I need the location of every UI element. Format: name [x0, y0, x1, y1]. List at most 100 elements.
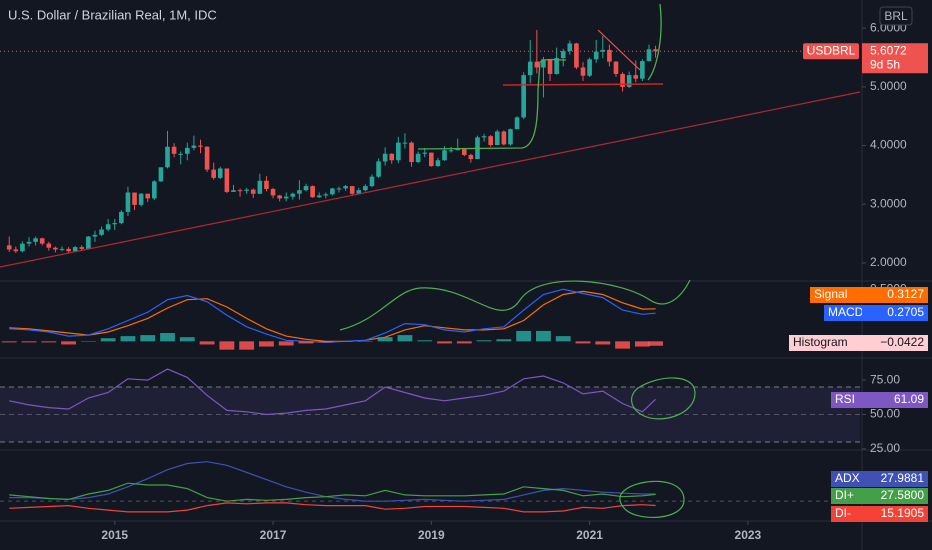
x-tick-label: 2015	[101, 528, 128, 542]
legend-value: 61.09	[894, 392, 924, 406]
candle-body	[204, 146, 210, 170]
candle-body	[184, 147, 190, 154]
histogram-bar	[219, 341, 235, 350]
candle-body	[79, 247, 85, 249]
hand-drawing	[417, 58, 567, 150]
x-tick-label: 2021	[576, 528, 603, 542]
histogram-bar	[239, 341, 255, 350]
histogram-bar	[634, 341, 650, 347]
histogram-bar	[437, 341, 452, 344]
legend-name: RSI	[835, 392, 855, 406]
candle-body	[442, 150, 447, 161]
legend-value: 0.3127	[887, 287, 924, 301]
candle-body	[152, 181, 157, 199]
histogram-bar	[615, 341, 630, 349]
legend-name-box	[831, 471, 862, 487]
candle-body	[461, 149, 467, 155]
candle-body	[389, 153, 395, 161]
candle-body	[448, 150, 454, 152]
histogram-bar	[338, 341, 354, 342]
candle-body	[231, 190, 236, 192]
candle-body	[640, 61, 645, 79]
y-tick-label: 25.00	[870, 441, 900, 455]
price-box	[862, 43, 928, 74]
histogram-bar	[259, 341, 274, 347]
candle-body	[224, 168, 230, 192]
candle-body	[554, 58, 559, 74]
candle-body	[303, 186, 309, 191]
rsi-band	[0, 387, 860, 443]
marks	[0, 27, 866, 525]
histogram-bar	[595, 341, 611, 345]
candle-body	[600, 49, 606, 52]
candle-body	[508, 129, 513, 145]
legend-value-box	[862, 287, 928, 303]
candle-body	[330, 188, 335, 195]
candle-body	[415, 153, 421, 163]
candle-body	[488, 136, 493, 145]
legend-name: MACD	[828, 305, 864, 319]
candle-body	[310, 186, 315, 198]
candle-body	[607, 49, 612, 62]
candle-body	[633, 75, 639, 79]
hand-drawing	[647, 3, 662, 81]
legend-name-box	[789, 335, 862, 351]
indicator-line	[9, 288, 656, 344]
y-tick-label: 2.0000	[870, 255, 907, 269]
histogram-bar	[140, 335, 156, 342]
hand-drawing	[339, 279, 691, 331]
candle-body	[468, 154, 474, 160]
y-tick-label: 5.0000	[870, 79, 907, 93]
histogram-bar	[298, 341, 314, 344]
trend-line	[0, 91, 861, 268]
legend-name-box	[831, 506, 862, 522]
x-tick-label: 2023	[735, 528, 762, 542]
last-price: 5.6072	[870, 43, 907, 57]
candle-body	[613, 61, 619, 74]
candle-body	[119, 211, 124, 224]
legend-value: 27.9881	[881, 471, 925, 485]
candle-body	[211, 169, 216, 178]
candle-body	[356, 190, 362, 194]
candle-body	[145, 193, 151, 199]
legend-value-box	[862, 506, 928, 522]
histogram-bar	[80, 341, 96, 342]
legend-value-box	[862, 335, 928, 351]
candle-body	[593, 51, 599, 60]
candle-body	[534, 61, 540, 68]
y-tick-label: 4.0000	[870, 138, 907, 152]
candle-body	[250, 189, 256, 194]
candle-body	[132, 192, 137, 205]
candle-body	[105, 224, 111, 230]
candle-body	[587, 59, 592, 76]
candle-body	[567, 43, 573, 52]
x-tick-label: 2019	[418, 528, 445, 542]
legend-value-box	[862, 305, 928, 321]
legend-name-box	[831, 488, 862, 504]
histogram-bar	[536, 330, 551, 342]
legend-value: 15.1905	[881, 506, 925, 520]
candle-body	[290, 193, 296, 197]
histogram-bar	[278, 341, 294, 346]
candle-body	[13, 249, 19, 252]
histogram-bar	[555, 336, 571, 342]
candle-body	[277, 195, 282, 199]
candle-body	[6, 245, 12, 250]
histogram-bar	[476, 340, 492, 342]
histogram-bar	[100, 338, 116, 342]
candle-body	[336, 188, 342, 190]
legend-name-box	[831, 392, 862, 408]
candle-body	[501, 131, 507, 145]
candle-body	[171, 146, 177, 154]
symbol: USDBRL	[807, 43, 856, 57]
legend-name: Histogram	[793, 335, 848, 349]
histogram-bar	[21, 341, 37, 343]
legend-name-box	[810, 287, 862, 303]
currency-badge[interactable]	[879, 6, 913, 26]
legend-name-box	[824, 305, 862, 321]
legend-value: 0.2705	[887, 305, 924, 319]
candle-body	[198, 145, 203, 147]
candle-body	[178, 153, 184, 155]
legend-value: −0.0422	[880, 335, 924, 349]
